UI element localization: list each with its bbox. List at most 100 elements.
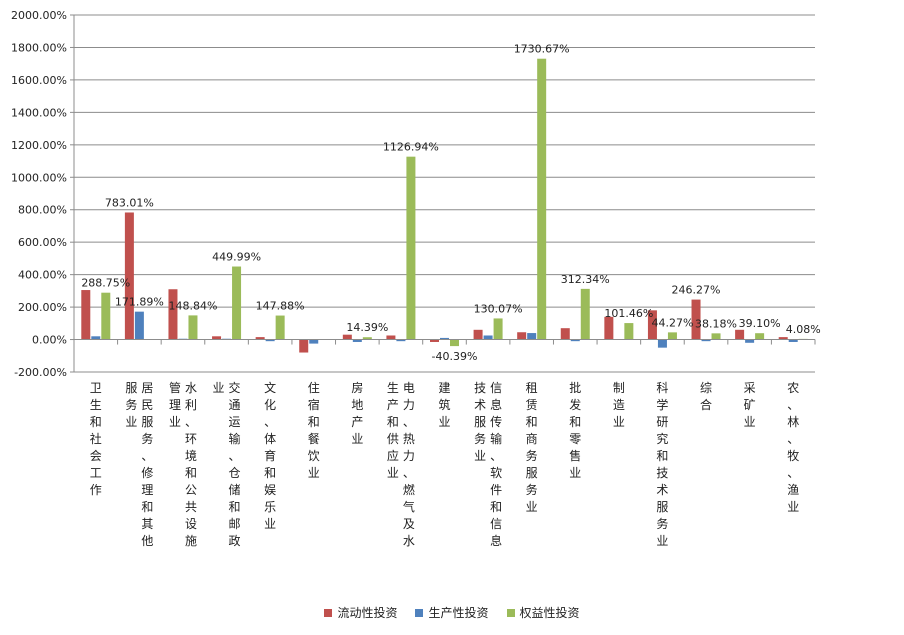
bar	[342, 334, 352, 340]
y-tick-label: -200.00%	[14, 366, 67, 379]
data-label: 4.08%	[786, 323, 821, 336]
bar	[124, 212, 134, 340]
data-label: 783.01%	[105, 196, 154, 209]
y-tick-label: 600.00%	[18, 236, 67, 249]
bar	[667, 332, 677, 340]
x-category-label: 交通运输、仓储和邮政业	[213, 380, 241, 548]
data-label: 147.88%	[256, 300, 305, 313]
data-label: 171.89%	[115, 296, 164, 309]
data-label: 1730.67%	[514, 43, 570, 56]
bar	[396, 339, 406, 342]
data-label: 1126.94%	[383, 141, 439, 154]
bar	[493, 318, 503, 340]
x-category-label: 住宿和餐饮业	[308, 381, 320, 480]
bars	[81, 58, 808, 353]
y-tick-label: 2000.00%	[11, 9, 67, 22]
bar	[188, 315, 198, 340]
bar	[745, 339, 755, 343]
bar	[255, 337, 265, 340]
bar	[275, 315, 285, 340]
bar	[735, 329, 745, 340]
legend-swatch-liquidity	[324, 608, 333, 617]
legend-item-production: 生产性投资	[415, 604, 489, 621]
bar	[232, 266, 242, 340]
x-category-label: 农、林、牧、渔业	[787, 381, 799, 514]
bar	[788, 339, 798, 342]
legend-swatch-production	[415, 608, 424, 617]
bar	[450, 339, 459, 347]
legend-item-equity: 权益性投资	[506, 604, 580, 621]
y-tick-label: 1400.00%	[11, 106, 67, 119]
bar	[309, 339, 319, 344]
legend: 流动性投资 生产性投资 权益性投资	[0, 604, 904, 621]
bar	[755, 333, 765, 340]
bar	[352, 339, 362, 342]
x-category-label: 文化、体育和娱乐业	[264, 380, 276, 531]
x-category-label: 卫生和社会工作	[90, 381, 102, 497]
x-category-label: 科学研究和技术服务业	[656, 381, 668, 548]
data-label: 148.84%	[168, 299, 217, 312]
x-category-label: 建筑业	[438, 381, 450, 429]
data-label: 130.07%	[474, 302, 523, 315]
y-tick-label: 1600.00%	[11, 74, 67, 87]
bar	[134, 311, 144, 340]
bar	[604, 316, 614, 340]
y-tick-label: 1800.00%	[11, 41, 67, 54]
bar	[362, 337, 372, 340]
data-label: 288.75%	[81, 277, 130, 290]
bar	[701, 339, 711, 342]
y-tick-label: 0.00%	[32, 334, 67, 347]
bar	[560, 328, 570, 340]
legend-label-production: 生产性投资	[428, 606, 489, 620]
bar	[299, 339, 309, 353]
y-tick-label: 1200.00%	[11, 139, 67, 152]
bar	[517, 332, 527, 340]
data-label: 38.18%	[695, 317, 737, 330]
bar	[81, 290, 91, 340]
x-category-label: 信息传输、软件和信息技术服务业	[474, 381, 502, 548]
y-tick-label: 400.00%	[18, 269, 67, 282]
x-axis-category-labels: 卫生和社会工作 居民服务、修理和其他服务业水利、环境和公共设施管理业交通运输、仓储…	[90, 380, 799, 548]
x-category-label: 综合	[700, 381, 712, 412]
legend-label-equity: 权益性投资	[519, 606, 580, 620]
x-category-label: 批发和零售业	[569, 380, 581, 480]
data-label: 39.10%	[739, 317, 781, 330]
bar	[570, 339, 580, 342]
x-category-label: 采矿业	[744, 381, 756, 429]
bar	[691, 299, 701, 340]
y-tick-label: 800.00%	[18, 204, 67, 217]
data-label: 312.34%	[561, 273, 610, 286]
data-label: 246.27%	[672, 284, 721, 297]
data-label: -40.39%	[432, 350, 478, 363]
bar	[483, 335, 493, 340]
x-category-label: 居民服务、修理和其他服务业	[125, 381, 153, 548]
legend-label-liquidity: 流动性投资	[337, 606, 398, 620]
bar	[778, 337, 788, 340]
bar	[101, 292, 111, 340]
bar	[711, 333, 721, 340]
bar	[473, 329, 483, 340]
data-label: 449.99%	[212, 251, 261, 264]
y-tick-label: 1000.00%	[11, 171, 67, 184]
x-category-label: 电力、热力、燃气及水生产和供应业	[387, 381, 415, 548]
bar	[265, 339, 275, 342]
legend-swatch-equity	[506, 608, 515, 617]
y-axis-ticks: 2000.00% 1800.00% 1600.00% 1400.00% 1200.00%…	[11, 9, 74, 379]
bar	[580, 288, 590, 340]
bar	[657, 339, 667, 348]
bar	[406, 156, 416, 340]
data-label: 101.46%	[604, 307, 653, 320]
bar	[91, 336, 101, 340]
y-tick-label: 200.00%	[18, 301, 67, 314]
bar	[527, 333, 537, 340]
bar	[386, 335, 396, 340]
bar	[168, 289, 178, 340]
bar	[647, 310, 657, 340]
bar	[624, 323, 634, 340]
x-category-label: 房地产业	[351, 380, 363, 446]
bar	[212, 336, 222, 340]
axes	[73, 15, 816, 372]
data-label: 14.39%	[346, 321, 388, 334]
legend-item-liquidity: 流动性投资	[324, 604, 397, 621]
